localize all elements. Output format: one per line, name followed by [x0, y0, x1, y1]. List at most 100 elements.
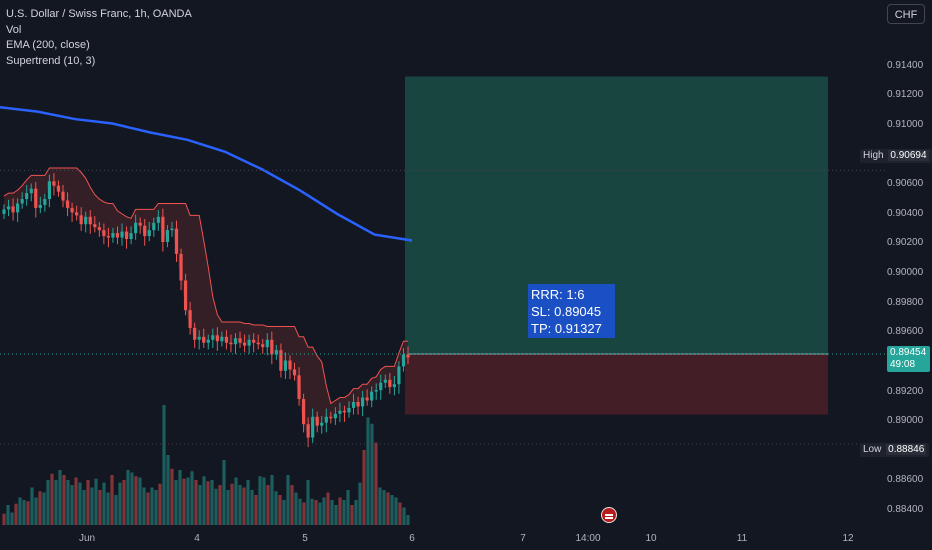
volume-bar [102, 482, 106, 525]
volume-bar [286, 475, 290, 525]
time-tick-label: Jun [78, 533, 96, 544]
volume-bar [330, 500, 334, 525]
volume-bar [206, 481, 210, 525]
time-tick-label: 12 [842, 533, 854, 544]
candle-body [79, 215, 83, 225]
price-tick-label: 0.90200 [887, 237, 924, 249]
volume-bar [2, 513, 6, 525]
volume-bar [238, 485, 242, 525]
us-flag-icon[interactable] [601, 507, 617, 523]
volume-bar [22, 500, 26, 525]
time-tick-label: 10 [645, 533, 657, 544]
candle-body [111, 233, 115, 238]
legend-supertrend[interactable]: Supertrend (10, 3) [6, 54, 96, 67]
risk-reward-label[interactable]: RRR: 1:6 SL: 0.89045 TP: 0.91327 [528, 284, 615, 338]
volume-bar [154, 490, 158, 525]
candle-body [138, 222, 142, 226]
volume-bar [170, 468, 174, 525]
candle-body [301, 399, 306, 425]
candle-body [261, 344, 265, 348]
volume-bar [266, 485, 270, 525]
time-tick-label: 7 [520, 533, 526, 544]
candle-body [224, 336, 229, 343]
volume-bar [306, 480, 310, 525]
legend-vol[interactable]: Vol [6, 23, 22, 36]
ema-200-line [0, 105, 413, 242]
volume-bar [318, 502, 322, 525]
price-tick-label: 0.91400 [887, 59, 924, 71]
candle-body [197, 336, 201, 340]
volume-bar [234, 477, 238, 525]
supertrend-layer [3, 167, 408, 438]
volume-bar [214, 488, 218, 525]
volume-bar [322, 497, 326, 525]
volume-bar [346, 490, 350, 525]
volume-bar [182, 478, 186, 525]
currency-button[interactable]: CHF [887, 4, 925, 24]
candle-body [320, 422, 324, 426]
profit-zone [405, 76, 828, 354]
symbol-title[interactable]: U.S. Dollar / Swiss Franc, 1h, OANDA [6, 8, 192, 20]
volume-bar [386, 492, 390, 525]
candle-body [306, 424, 310, 438]
candle-body [84, 216, 88, 225]
volume-bar [130, 472, 134, 525]
volume-bar [146, 492, 150, 525]
candle-body [61, 191, 65, 201]
volume-bar [298, 498, 302, 525]
candle-body [134, 222, 138, 234]
rrr-text: RRR: 1:6 [531, 287, 585, 302]
volume-bar [274, 491, 278, 525]
volume-bar [78, 482, 82, 525]
time-tick-label: 4 [194, 533, 200, 544]
candle-body [374, 390, 378, 392]
volume-bar [46, 480, 50, 525]
volume-bar [86, 480, 90, 525]
candle-body [16, 203, 20, 213]
volume-bar [62, 475, 66, 525]
candle-body [52, 181, 56, 186]
volume-bar [66, 480, 70, 525]
candle-body [342, 410, 347, 413]
candle-body [233, 338, 238, 345]
low-marker: Low 0.88846 [860, 443, 930, 457]
volume-bar [382, 490, 386, 525]
candle-body [388, 379, 392, 388]
candle-body [115, 233, 120, 238]
volume-bar [150, 487, 154, 525]
candle-body [170, 228, 174, 231]
candle-body [147, 230, 151, 237]
candle-body [292, 369, 297, 376]
candle-body [156, 216, 160, 223]
last-price-value: 0.89454 [890, 347, 927, 358]
volume-bar [202, 476, 206, 525]
volume-bar [98, 490, 102, 525]
candle-body [161, 216, 165, 243]
time-tick-label: 14:00 [575, 533, 601, 544]
volume-bar [54, 480, 58, 525]
volume-bar [222, 460, 226, 525]
volume-bar [230, 483, 234, 525]
high-value: 0.90694 [888, 150, 929, 161]
volume-bar [350, 505, 354, 525]
volume-bar [242, 487, 246, 525]
price-tick-label: 0.89000 [887, 415, 924, 427]
ema-layer [0, 105, 413, 242]
candle-body [324, 416, 328, 423]
volume-bar [138, 477, 142, 525]
volume-bar [254, 495, 258, 525]
candle-body [193, 327, 197, 340]
legend-ema[interactable]: EMA (200, close) [6, 39, 90, 51]
volume-bar [310, 498, 314, 525]
candle-body [165, 230, 170, 243]
tp-text: TP: 0.91327 [531, 321, 602, 336]
bar-countdown: 49:08 [890, 359, 916, 370]
volume-bar [26, 501, 30, 525]
candle-body [129, 233, 133, 240]
volume-bar [270, 475, 274, 525]
price-tick-label: 0.89200 [887, 385, 924, 397]
supertrend-line [3, 167, 408, 405]
volume-bar [226, 490, 230, 525]
